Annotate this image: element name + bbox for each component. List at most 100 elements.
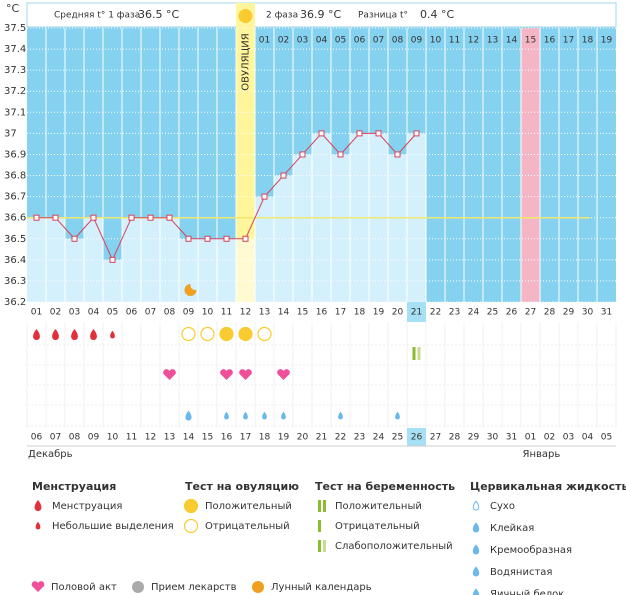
temp-point [413, 130, 420, 137]
cycle-day: 12 [240, 308, 251, 318]
temp-fill [65, 238, 84, 302]
cycle-day: 27 [525, 308, 536, 318]
y-tick-label: 36.8 [4, 171, 26, 182]
cervical-icon [243, 411, 248, 420]
date: 11 [126, 433, 137, 443]
month: Декабрь [28, 449, 73, 460]
date: 10 [107, 433, 119, 443]
legend-item: Водянистая [490, 567, 552, 578]
date: 12 [145, 433, 156, 443]
date: 06 [31, 433, 43, 443]
header-label: Средняя t° 1 фаза [54, 11, 140, 21]
date: 17 [240, 433, 251, 443]
legend-item: Слабоположительный [335, 541, 453, 552]
temp-fill [198, 238, 217, 302]
cycle-day: 09 [183, 308, 195, 318]
post-ovulation-day: 16 [544, 36, 556, 46]
temp-point [52, 214, 59, 221]
post-ovulation-day: 11 [449, 36, 460, 46]
date: 23 [354, 433, 365, 443]
cycle-day: 06 [126, 308, 138, 318]
post-ovulation-day: 03 [297, 36, 308, 46]
cycle-day: 29 [563, 308, 575, 318]
cycle-day: 24 [468, 308, 480, 318]
cycle-day: 22 [430, 308, 441, 318]
post-ovulation-day: 02 [278, 36, 289, 46]
ovulation-test-icon [183, 518, 199, 534]
date: 02 [544, 433, 555, 443]
ovulation-test-icon [183, 498, 199, 514]
temp-point [128, 214, 135, 221]
legend-item: Лунный календарь [271, 582, 372, 593]
cervical-icon [185, 410, 192, 421]
legend-item: Положительный [335, 501, 422, 512]
y-tick-label: 36.3 [4, 276, 26, 287]
legend-item: Небольшие выделения [52, 521, 174, 532]
legend-item: Прием лекарств [151, 582, 237, 593]
cycle-day: 10 [202, 308, 214, 318]
ovulation-test-icon [181, 326, 196, 342]
heart-icon [31, 581, 45, 592]
header-value: 36.9 °C [300, 8, 341, 21]
temp-point [394, 151, 401, 158]
legend-item: Кремообразная [490, 545, 572, 556]
legend-icon [318, 520, 321, 532]
legend-icon [35, 521, 41, 530]
legend-icon [252, 581, 264, 593]
temp-point [223, 235, 230, 242]
menstruation-icon [33, 329, 40, 340]
cycle-day: 16 [316, 308, 328, 318]
ovulation-column-low [236, 238, 255, 302]
cervical-icon [224, 411, 229, 420]
y-tick-label: 37.1 [4, 107, 26, 118]
legend-title: Цервикальная жидкость [470, 480, 626, 493]
cycle-day: 07 [145, 308, 156, 318]
temp-point [299, 151, 306, 158]
temp-point [90, 214, 97, 221]
post-ovulation-day: 13 [487, 36, 498, 46]
header-label: 2 фаза [266, 11, 298, 21]
day-row [27, 302, 616, 322]
temp-point [356, 130, 363, 137]
temp-point [185, 235, 192, 242]
date: 04 [582, 433, 594, 443]
temp-point [204, 235, 211, 242]
cycle-day: 23 [449, 308, 460, 318]
legend-icon [132, 581, 144, 593]
header-value: 0.4 °C [420, 8, 454, 21]
y-tick-label: 36.2 [4, 297, 26, 308]
header-value: 36.5 °C [138, 8, 179, 21]
date: 28 [449, 433, 461, 443]
cervical-icon [338, 411, 343, 420]
y-tick-label: 36.6 [4, 213, 26, 224]
header-box [26, 2, 617, 28]
moon-icon [184, 284, 197, 296]
menstruation-icon [90, 329, 97, 340]
cycle-day: 19 [373, 308, 385, 318]
menstruation-icon [71, 329, 78, 340]
date: 05 [601, 433, 612, 443]
temp-point [318, 130, 325, 137]
date: 15 [202, 433, 213, 443]
legend-icon [472, 544, 480, 555]
cycle-day: 01 [31, 308, 42, 318]
temp-fill [103, 259, 122, 302]
date: 19 [278, 433, 290, 443]
legend-item: Половой акт [51, 582, 117, 593]
post-ovulation-day: 18 [582, 36, 594, 46]
cycle-day: 05 [107, 308, 118, 318]
legend-item: Яичный белок [490, 589, 564, 595]
temp-fill [388, 154, 407, 302]
legend-title: Тест на беременность [315, 480, 455, 493]
cycle-day: 17 [335, 308, 346, 318]
cycle-day: 28 [544, 308, 556, 318]
post-ovulation-day: 17 [563, 36, 574, 46]
menstruation-icon [110, 330, 115, 339]
date: 21 [316, 433, 327, 443]
pregnancy-test-icon [412, 347, 416, 360]
date: 03 [563, 433, 574, 443]
y-tick-label: 37.2 [4, 86, 26, 97]
date: 27 [430, 433, 441, 443]
date: 14 [183, 433, 195, 443]
heart-icon [220, 369, 233, 380]
